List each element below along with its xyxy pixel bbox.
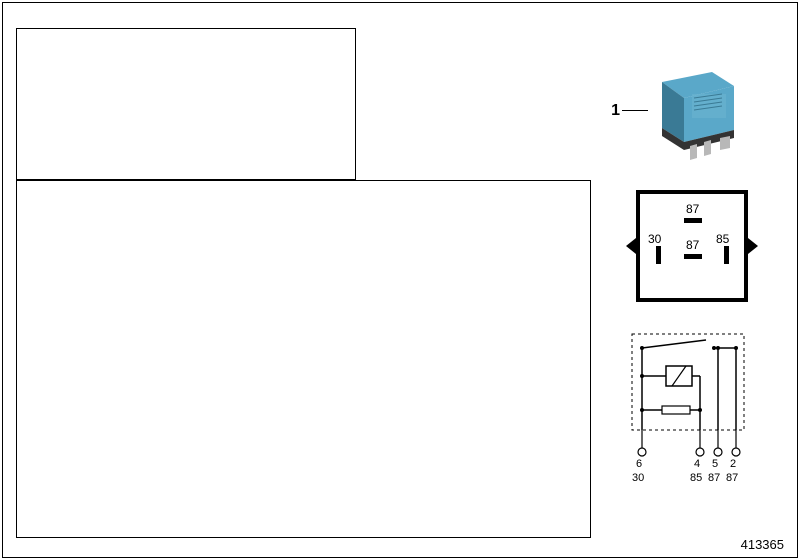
blank-panel-2 [16,180,591,538]
pin-slot-30 [656,246,661,264]
terminal-n-2: 5 [712,458,718,470]
terminal-pin-2: 87 [708,472,720,484]
pin-slot-87-mid [684,254,702,259]
terminal-pin-1: 85 [690,472,702,484]
relay-icon [642,64,742,164]
pin-label-87-top: 87 [686,202,699,216]
pinout-key-right [748,238,758,254]
relay-schematic: 6 4 5 2 30 85 87 87 [628,330,756,490]
terminal-n-3: 2 [730,458,736,470]
callout-label-1: 1 [611,102,620,120]
terminal-pin-0: 30 [632,472,644,484]
blank-panel-1 [16,28,356,180]
terminal-n-1: 4 [694,458,700,470]
pin-label-30: 30 [648,232,661,246]
pin-label-85: 85 [716,232,729,246]
relay-component-image [642,64,742,164]
part-number: 413365 [741,537,784,552]
schematic-svg [628,330,756,490]
pinout-diagram: 87 30 87 85 [636,190,748,302]
pin-label-87-mid: 87 [686,238,699,252]
pin-slot-85 [724,246,729,264]
terminal-n-0: 6 [636,458,642,470]
terminal-pin-3: 87 [726,472,738,484]
pinout-key-left [626,238,636,254]
pin-slot-87-top [684,218,702,223]
